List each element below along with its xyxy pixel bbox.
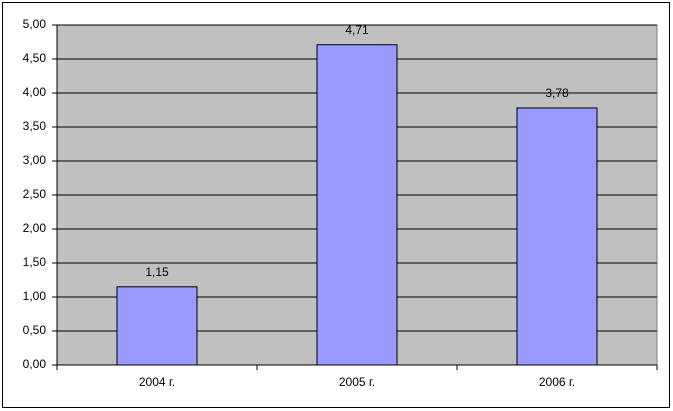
data-label: 3,78: [545, 86, 569, 100]
data-label: 1,15: [145, 265, 169, 279]
bar: [316, 44, 398, 366]
x-tick-label: 2004 г.: [139, 375, 175, 389]
y-tick-label: 2,50: [23, 187, 47, 201]
y-tick-label: 0,50: [23, 323, 47, 337]
y-tick-label: 4,50: [23, 51, 47, 65]
y-tick-label: 3,00: [23, 153, 47, 167]
y-tick-label: 2,00: [23, 221, 47, 235]
x-tick-label: 2005 г.: [339, 375, 375, 389]
y-tick-label: 4,00: [23, 85, 47, 99]
data-label: 4,71: [345, 23, 369, 37]
y-tick-label: 1,00: [23, 289, 47, 303]
y-tick-label: 5,00: [23, 17, 47, 31]
x-tick-label: 2006 г.: [539, 375, 575, 389]
bar: [116, 286, 198, 366]
y-tick-label: 1,50: [23, 255, 47, 269]
y-tick-label: 3,50: [23, 119, 47, 133]
bar: [516, 107, 598, 366]
y-tick-label: 0,00: [23, 357, 47, 371]
